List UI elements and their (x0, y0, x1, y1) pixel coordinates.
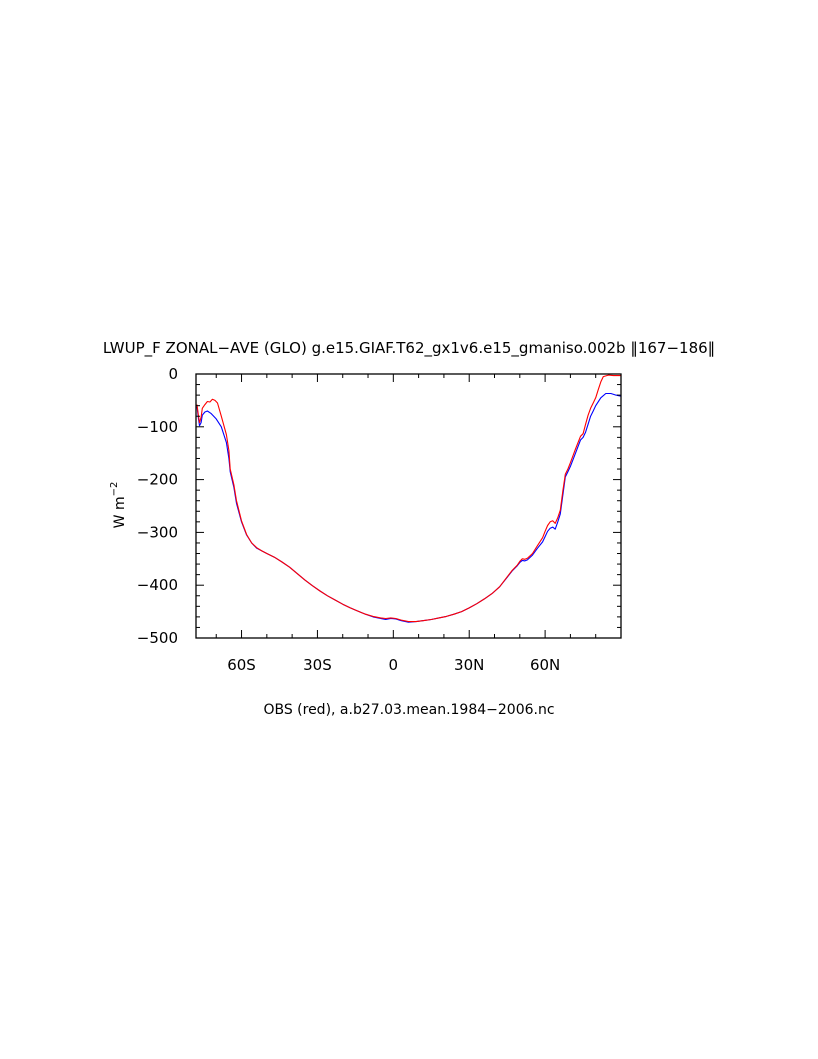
x-tick-label: 30N (454, 656, 484, 674)
plot-area: 60S 30S 0 30N 60N 0 −100 −200 −300 −400 −500 (137, 365, 622, 674)
x-tick-label: 60S (227, 656, 256, 674)
y-axis-label: W m−2 (109, 482, 128, 529)
y-tick-label: −200 (137, 471, 178, 489)
y-tick-label: −500 (137, 629, 178, 647)
chart-title: LWUP_F ZONAL−AVE (GLO) g.e15.GIAF.T62_gx… (103, 339, 715, 358)
y-tick-label: 0 (168, 365, 178, 383)
x-tick-label: 30S (303, 656, 332, 674)
plot-frame (195, 373, 622, 639)
x-tick-label: 60N (530, 656, 560, 674)
y-tick-label: −300 (137, 523, 178, 541)
series-line-1 (196, 374, 621, 623)
y-tick-label: −100 (137, 418, 178, 436)
x-tick-label: 0 (389, 656, 399, 674)
chart-caption: OBS (red), a.b27.03.mean.1984−2006.nc (263, 702, 554, 718)
y-tick-label: −400 (137, 576, 178, 594)
series-line-0 (196, 392, 622, 623)
